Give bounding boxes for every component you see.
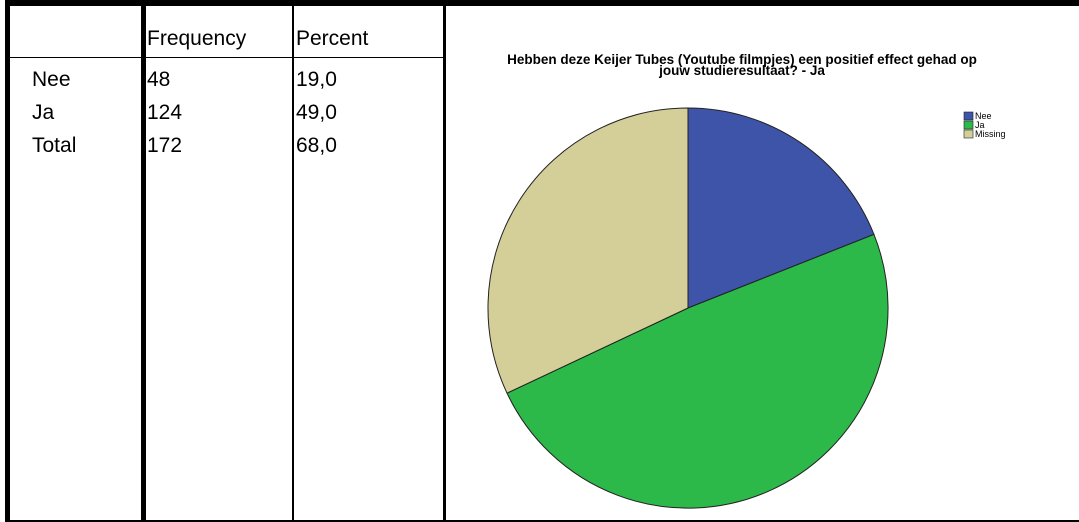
- row-frequency-ja: 124: [147, 101, 183, 124]
- row-frequency-nee: 48: [147, 68, 171, 91]
- column-divider-1: [141, 0, 146, 522]
- legend-swatch-nee: [963, 111, 974, 121]
- legend-label-missing: Missing: [975, 129, 1006, 139]
- chart-title-line-1: Hebben deze Keijer Tubes (Youtube filmpj…: [507, 52, 977, 67]
- row-percent-nee: 19,0: [296, 68, 337, 91]
- table-left-border: [5, 0, 10, 522]
- pie-slice-ja: [506, 233, 889, 509]
- legend-label-nee: Nee: [975, 111, 992, 121]
- column-header-percent: Percent: [296, 27, 369, 50]
- legend-swatch-missing: [963, 129, 974, 139]
- legend-label-ja: Ja: [975, 120, 985, 130]
- row-label-total: Total: [32, 134, 77, 157]
- row-percent-ja: 49,0: [296, 101, 337, 124]
- row-label-ja: Ja: [32, 101, 55, 124]
- row-frequency-total: 172: [147, 134, 183, 157]
- chart-title-line-2: jouw studieresultaat? - Ja: [658, 63, 825, 78]
- row-label-nee: Nee: [32, 68, 71, 91]
- pie-slice-nee: [687, 107, 875, 309]
- pie-slice-missing: [487, 107, 689, 394]
- table-bottom-border: [10, 520, 1079, 522]
- legend-swatch-ja: [963, 120, 974, 130]
- pie-chart: Hebben deze Keijer Tubes (Youtube filmpj…: [487, 52, 1006, 509]
- column-divider-3: [443, 0, 446, 522]
- row-percent-total: 68,0: [296, 134, 337, 157]
- column-divider-2: [292, 0, 294, 522]
- column-header-frequency: Frequency: [147, 27, 247, 50]
- header-divider: [10, 57, 443, 58]
- table-top-border: [10, 0, 1079, 6]
